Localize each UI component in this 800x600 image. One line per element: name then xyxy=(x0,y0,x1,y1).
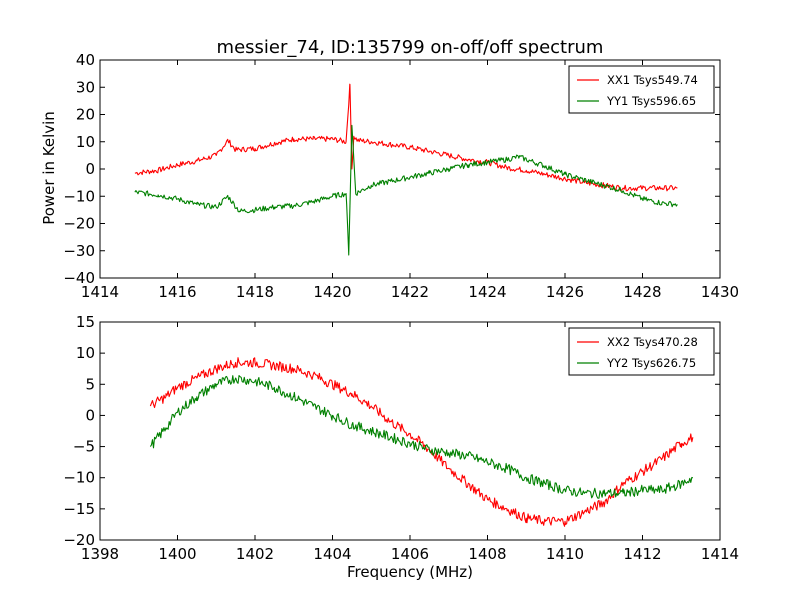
bottom-panel: 1398 1400 1402 1404 1406 1408 1410 1412 1414 15 10… xyxy=(63,313,739,563)
legend-1: XX2 Tsys470.28 YY2 Tsys626.75 xyxy=(568,327,715,376)
x-tick-label: 1420 xyxy=(313,283,351,301)
y-tick-label: −15 xyxy=(63,500,95,518)
x-axis-label: Frequency (MHz) xyxy=(347,563,473,581)
y-tick-label: 10 xyxy=(76,133,95,151)
y-tick-label: −30 xyxy=(63,242,95,260)
x-tick-label: 1422 xyxy=(391,283,429,301)
x-tick-label: 1400 xyxy=(158,545,196,563)
legend-entry-label: XX1 Tsys549.74 xyxy=(607,73,698,87)
y-tick-label: 0 xyxy=(85,160,95,178)
y-tick-label: −10 xyxy=(63,187,95,205)
y-tick-label: −5 xyxy=(73,438,95,456)
figure-title: messier_74, ID:135799 on-off/off spectru… xyxy=(217,37,604,58)
series-line-0-0 xyxy=(134,83,678,192)
legend-entry-label: XX2 Tsys470.28 xyxy=(607,335,698,349)
y-tick-label: −20 xyxy=(63,215,95,233)
y-tick-label: 10 xyxy=(76,344,95,362)
x-tick-label: 1408 xyxy=(468,545,506,563)
x-tick-label: 1418 xyxy=(236,283,274,301)
y-tick-label: −10 xyxy=(63,469,95,487)
series-line-1-0 xyxy=(149,357,694,527)
legend-box xyxy=(568,327,715,376)
x-tick-label: 1398 xyxy=(81,545,119,563)
y-tick-label: 20 xyxy=(76,106,95,124)
legend-entry-label: YY1 Tsys596.65 xyxy=(606,94,696,108)
x-tick-label: 1430 xyxy=(701,283,739,301)
x-tick-label: 1414 xyxy=(701,545,739,563)
x-tick-label: 1416 xyxy=(158,283,196,301)
y-tick-label: 0 xyxy=(85,406,95,424)
x-tick-label: 1428 xyxy=(623,283,661,301)
y-tick-label: 40 xyxy=(76,51,95,69)
x-tick-label: 1414 xyxy=(81,283,119,301)
x-tick-label: 1412 xyxy=(623,545,661,563)
series-line-0-1 xyxy=(134,124,678,256)
y-tick-label: −40 xyxy=(63,269,95,287)
x-tick-label: 1406 xyxy=(391,545,429,563)
y-tick-label: 5 xyxy=(85,375,95,393)
x-tick-label: 1426 xyxy=(546,283,584,301)
y-tick-label: 30 xyxy=(76,78,95,96)
y-tick-label: 15 xyxy=(76,313,95,331)
x-tick-label: 1404 xyxy=(313,545,351,563)
legend-box xyxy=(568,65,715,114)
top-panel: 1414 1416 1418 1420 1422 1424 1426 1428 1430 40 30… xyxy=(63,51,739,301)
legend-0: XX1 Tsys549.74 YY1 Tsys596.65 xyxy=(568,65,715,114)
legend-entry-label: YY2 Tsys626.75 xyxy=(606,356,696,370)
y-tick-label: −20 xyxy=(63,531,95,549)
x-tick-label: 1424 xyxy=(468,283,506,301)
y-axis-label: Power in Kelvin xyxy=(40,111,58,225)
x-tick-label: 1410 xyxy=(546,545,584,563)
series-line-1-1 xyxy=(149,375,693,499)
x-tick-label: 1402 xyxy=(236,545,274,563)
